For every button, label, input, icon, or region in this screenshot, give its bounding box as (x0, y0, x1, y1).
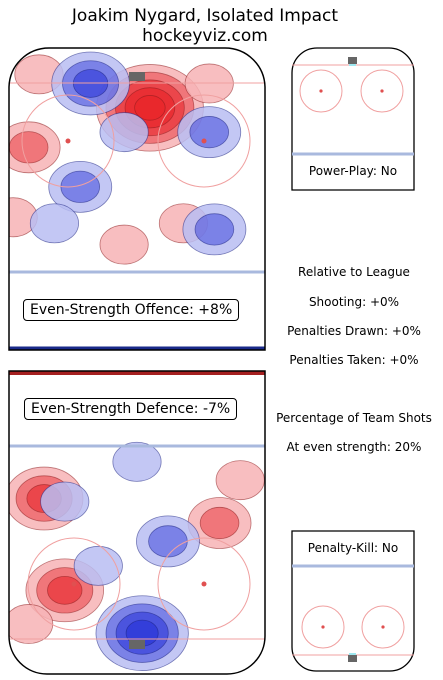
negative-impact-contour (177, 106, 242, 159)
stat-penalties-drawn: Penalties Drawn: +0% (287, 324, 421, 338)
offence-heatmap (9, 51, 247, 265)
faceoff-dot-left (319, 89, 323, 93)
positive-impact-contour (99, 224, 149, 265)
negative-impact-contour (136, 515, 200, 568)
faceoff-circle-left (301, 605, 345, 649)
positive-impact-contour (215, 460, 265, 501)
powerplay-label: Power-Play: No (309, 164, 397, 178)
negative-impact-contour (99, 112, 149, 153)
positive-impact-contour (134, 95, 166, 121)
stats-heading: Relative to League (298, 265, 410, 279)
positive-impact-contour (9, 131, 49, 164)
faceoff-circle-left (299, 69, 343, 113)
goal-net (129, 72, 145, 81)
stat-even-strength-share: At even strength: 20% (286, 440, 422, 454)
defence-rink (8, 370, 266, 675)
faceoff-circle-right (157, 94, 251, 188)
offence-label: Even-Strength Offence: +8% (23, 299, 240, 321)
negative-impact-contour (112, 441, 162, 482)
goal-crease (349, 653, 356, 655)
offence-rink (8, 47, 266, 351)
negative-impact-contour (40, 481, 90, 522)
defence-heatmap (9, 441, 265, 671)
penaltykill-label: Penalty-Kill: No (308, 541, 398, 555)
negative-impact-contour (29, 203, 79, 244)
rink-boards (8, 370, 266, 675)
faceoff-circle-right (361, 605, 405, 649)
goal-crease (349, 64, 356, 66)
positive-impact-contour (9, 604, 54, 644)
positive-impact-contour (47, 575, 83, 605)
negative-impact-contour (194, 213, 235, 246)
positive-impact-contour (199, 506, 240, 540)
negative-impact-contour (182, 203, 247, 256)
team-shots-heading: Percentage of Team Shots (276, 411, 432, 425)
faceoff-circle-right (157, 537, 251, 631)
chart-title: Joakim Nygard, Isolated Impact (71, 6, 339, 26)
defence-label: Even-Strength Defence: -7% (24, 398, 238, 420)
faceoff-dot-left (71, 581, 77, 587)
faceoff-dot-right (201, 581, 207, 587)
faceoff-dot-right (201, 138, 207, 144)
negative-impact-contour (73, 545, 123, 586)
faceoff-dot-right (381, 625, 385, 629)
faceoff-dot-left (321, 625, 325, 629)
negative-impact-contour (48, 160, 113, 213)
goal-net (129, 640, 145, 649)
faceoff-dot-left (65, 138, 71, 144)
faceoff-circle-left (21, 94, 115, 188)
negative-impact-contour (189, 116, 230, 149)
faceoff-circle-left (27, 537, 121, 631)
positive-impact-contour (9, 121, 61, 174)
site-name: hockeyviz.com (142, 26, 268, 46)
negative-impact-contour (148, 525, 188, 558)
goal-net (348, 57, 357, 64)
faceoff-dot-right (380, 89, 384, 93)
goal-net (348, 655, 357, 662)
rink-boards (8, 47, 266, 351)
stat-shooting: Shooting: +0% (308, 295, 400, 309)
faceoff-circle-right (360, 69, 404, 113)
powerplay-rink: Power-Play: No (291, 47, 415, 191)
stat-penalties-taken: Penalties Taken: +0% (289, 353, 419, 367)
penaltykill-rink: Penalty-Kill: No (291, 530, 415, 672)
